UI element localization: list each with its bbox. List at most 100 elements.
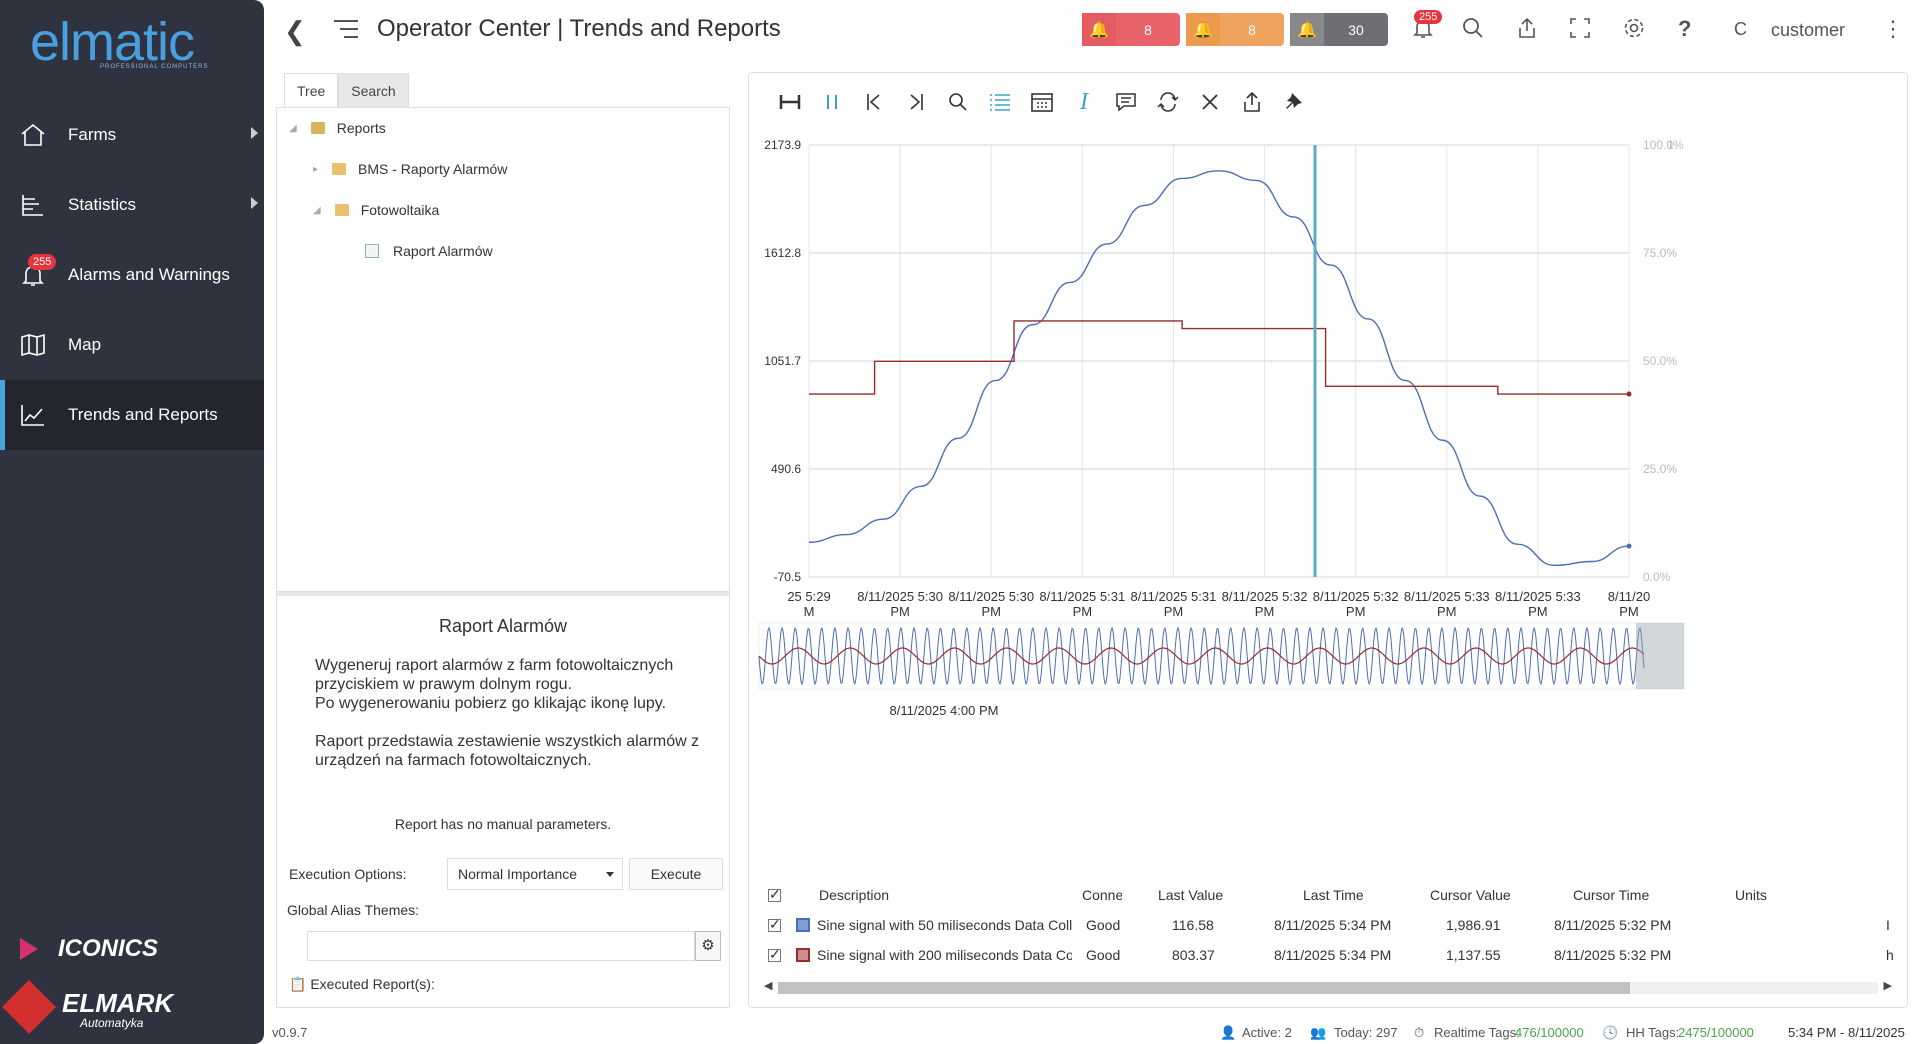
elmark-subtext: Automatyka [80,1016,144,1030]
legend-row[interactable]: Sine signal with 200 miliseconds Data Co… [760,940,1900,968]
x-tick-label: 8/11/2025 5:33 [1404,589,1490,604]
page-title: Operator Center | Trends and Reports [377,15,781,42]
x-tick-label: 8/11/20 [1608,589,1650,604]
refresh-icon[interactable] [1147,83,1189,121]
collapse-toggle-icon[interactable]: ◢ [289,122,297,134]
more-vertical-icon[interactable]: ⋮ [1882,16,1904,41]
sidebar-item-label: Map [68,335,102,354]
collapse-toggle-icon[interactable]: ◢ [313,204,321,216]
sidebar-item-trends[interactable]: Trends and Reports [0,380,264,450]
pen-color-swatch[interactable] [796,948,810,962]
sidebar-item-map[interactable]: Map [0,310,264,380]
alias-settings-gear-icon[interactable]: ⚙ [695,931,721,961]
expand-toggle-icon[interactable]: ▸ [313,163,319,175]
tree-node-raport-alarmow[interactable]: Raport Alarmów [365,243,493,259]
sidebar-item-farms[interactable]: Farms [0,100,264,170]
realtime-tags-value: 476/100000 [1515,1025,1584,1040]
col-cursor-time: Cursor Time [1573,887,1650,903]
alarm-pill-warning[interactable]: 🔔 8 [1186,13,1284,46]
x-tick-label: PM [890,604,910,619]
y2-tick-label: 50.0% [1643,354,1677,368]
tree-node-bms[interactable]: ▸ BMS - Raporty Alarmów [313,161,507,177]
pen-last-value: 803.37 [1172,947,1215,963]
description-line: Wygeneruj raport alarmów z farm fotowolt… [315,657,674,693]
legend-row[interactable]: Sine signal with 50 miliseconds Data Col… [760,910,1900,938]
help-icon[interactable]: ? [1678,16,1692,41]
y-tick-label: 1612.8 [764,246,801,260]
pen-color-swatch[interactable] [796,918,810,932]
trend-chart-panel: I 2173.9 100.0% 1612.8 75.0% 1051.7 50.0% 490.… [748,72,1908,1008]
sidebar-item-alarms[interactable]: 255 Alarms and Warnings [0,240,264,310]
calendar-icon[interactable] [1021,83,1063,121]
alarm-count: 30 [1348,21,1364,38]
col-cursor-value: Cursor Value [1430,887,1511,903]
close-icon[interactable] [1189,83,1231,121]
y2-extra-label: 1 [1667,138,1674,152]
settings-gear-icon[interactable] [1622,16,1646,46]
y-tick-label: 1051.7 [764,354,801,368]
pen-last-time: 8/11/2025 5:34 PM [1274,917,1392,933]
scroll-thumb[interactable] [778,982,1630,994]
y-tick-label: 2173.9 [764,138,801,152]
bell-icon: 🔔 [1082,13,1116,46]
search-icon[interactable] [1461,16,1485,46]
series-line-sine-50ms [808,170,1630,567]
x-tick-label: PM [1528,604,1548,619]
map-icon [18,330,48,360]
tab-search[interactable]: Search [338,73,409,107]
x-tick-label: 8/11/2025 5:32 [1313,589,1399,604]
sidebar: elmatic PROFESSIONAL COMPUTERS Farms Sta… [0,0,264,1044]
fit-width-icon[interactable] [769,83,811,121]
go-end-icon[interactable] [895,83,937,121]
pause-icon[interactable] [811,83,853,121]
alarm-pill-critical[interactable]: 🔔 8 [1082,13,1180,46]
tree-node-label: Reports [336,120,386,136]
zoom-icon[interactable] [937,83,979,121]
go-start-icon[interactable] [853,83,895,121]
x-tick-label: PM [1346,604,1366,619]
cursor-italic-icon[interactable]: I [1080,88,1088,115]
export-icon[interactable] [1231,83,1273,121]
trend-chart[interactable]: 2173.9 100.0% 1612.8 75.0% 1051.7 50.0% 490.6 2… [749,73,1909,873]
tab-tree[interactable]: Tree [284,73,339,107]
comment-icon[interactable] [1105,83,1147,121]
tree-node-fotowoltaika[interactable]: ◢ Fotowoltaika [313,202,439,218]
overview-time-label: 8/11/2025 4:00 PM [890,703,999,718]
x-tick-label: 8/11/2025 5:32 [1222,589,1308,604]
x-tick-label: PM [1073,604,1093,619]
hamburger-menu-icon[interactable] [334,20,358,44]
x-tick-label: 8/11/2025 5:30 [948,589,1034,604]
scroll-left-icon[interactable]: ◀ [764,980,773,992]
legend-list-icon[interactable] [979,83,1021,121]
status-bar: v0.9.7 👤 Active: 2 👥 Today: 297 ⏱ Realti… [264,1020,1920,1044]
x-tick-label: PM [981,604,1001,619]
elmatic-logo[interactable]: elmatic PROFESSIONAL COMPUTERS [30,14,240,70]
x-tick-label: PM [1437,604,1457,619]
sidebar-item-statistics[interactable]: Statistics [0,170,264,240]
share-icon[interactable] [1515,16,1539,46]
select-all-checkbox[interactable] [768,889,781,902]
tree-node-reports[interactable]: ◢ Reports [289,120,386,136]
logo-subtitle: PROFESSIONAL COMPUTERS [100,64,209,70]
user-name[interactable]: customer [1771,20,1846,40]
pen-checkbox[interactable] [768,949,781,962]
trend-icon [18,400,48,430]
execute-button[interactable]: Execute [629,858,723,890]
user-initial[interactable]: C [1734,19,1747,39]
y-tick-label: -70.5 [774,570,802,584]
alarm-pill-info[interactable]: 🔔 30 [1290,13,1388,46]
scroll-right-icon[interactable]: ▶ [1883,980,1892,992]
fullscreen-icon[interactable] [1568,16,1592,46]
legend-horizontal-scrollbar[interactable]: ◀ ▶ [760,978,1896,996]
execution-options-select[interactable]: Normal Importance [447,858,623,890]
back-arrow-icon[interactable]: ❮ [284,16,306,46]
x-tick-label: 8/11/2025 5:30 [857,589,943,604]
folder-icon [332,163,347,175]
pin-icon[interactable] [1273,83,1315,121]
hh-tags-value: 2475/100000 [1678,1025,1754,1040]
realtime-tags-label: Realtime Tags: [1434,1025,1520,1040]
active-users: Active: 2 [1242,1025,1292,1040]
pen-checkbox[interactable] [768,919,781,932]
chevron-right-icon [251,127,258,139]
alias-themes-input[interactable] [307,931,695,961]
